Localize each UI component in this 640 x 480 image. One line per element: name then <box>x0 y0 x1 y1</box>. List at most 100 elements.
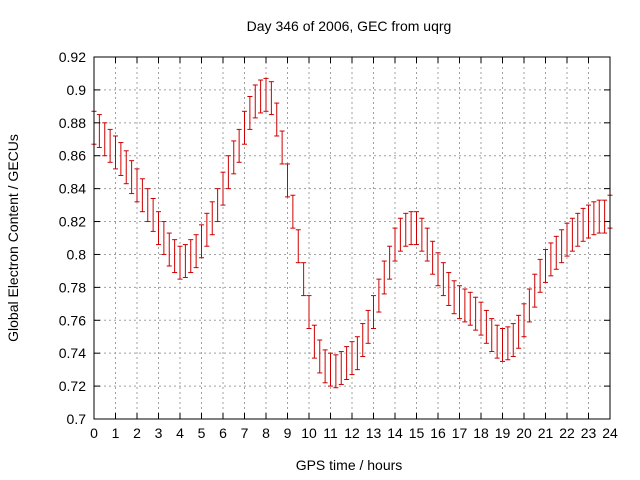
data-point <box>247 95 253 130</box>
y-tick-label: 0.78 <box>59 279 86 295</box>
data-point <box>494 324 500 359</box>
data-point <box>575 212 581 247</box>
y-tick-label: 0.76 <box>59 312 86 328</box>
data-point <box>435 252 441 287</box>
data-point <box>586 204 591 239</box>
data-point <box>354 336 360 371</box>
y-tick-label: 0.72 <box>59 378 86 394</box>
data-point <box>553 235 559 270</box>
x-tick-label: 15 <box>409 425 425 441</box>
data-point <box>252 84 258 119</box>
data-point <box>306 295 312 329</box>
data-point <box>193 234 199 269</box>
y-tick-label: 0.82 <box>59 214 86 230</box>
data-point <box>483 309 489 344</box>
data-point <box>317 339 323 374</box>
data-point <box>156 211 161 246</box>
data-point <box>569 217 575 252</box>
x-tick-label: 13 <box>366 425 382 441</box>
y-tick-label: 0.7 <box>67 411 87 427</box>
data-point <box>107 128 113 163</box>
data-point <box>500 328 505 362</box>
data-point <box>457 285 462 320</box>
x-tick-label: 4 <box>176 425 184 441</box>
data-point <box>548 242 554 277</box>
data-point <box>376 278 382 313</box>
data-point <box>311 324 317 359</box>
data-point <box>419 217 425 252</box>
x-tick-label: 6 <box>219 425 227 441</box>
data-point <box>478 301 484 336</box>
data-point <box>473 296 479 331</box>
y-tick-label: 0.92 <box>59 49 86 65</box>
data-point <box>102 122 108 157</box>
data-point <box>236 128 242 163</box>
data-point <box>150 198 156 232</box>
data-point <box>521 303 527 338</box>
data-point <box>279 130 285 165</box>
data-point <box>204 212 210 247</box>
data-point <box>225 155 231 190</box>
data-point <box>215 188 221 223</box>
data-point <box>414 211 419 246</box>
x-tick-label: 14 <box>387 425 403 441</box>
x-tick-label: 20 <box>516 425 532 441</box>
x-tick-label: 10 <box>301 425 317 441</box>
data-point <box>591 201 597 236</box>
data-point <box>145 188 151 223</box>
data-point <box>166 232 172 267</box>
data-point <box>526 288 532 323</box>
data-point <box>564 222 570 257</box>
data-point <box>371 295 376 329</box>
data-point <box>285 163 290 198</box>
data-point <box>440 262 446 297</box>
data-point <box>96 114 102 148</box>
data-point <box>392 227 398 262</box>
data-point <box>532 273 538 308</box>
data-points <box>91 77 613 389</box>
x-tick-label: 3 <box>155 425 163 441</box>
data-point <box>129 160 135 195</box>
data-point <box>274 102 280 137</box>
x-tick-label: 21 <box>538 425 554 441</box>
data-point <box>543 249 548 283</box>
data-point <box>338 351 344 385</box>
data-point <box>430 240 436 275</box>
x-tick-label: 16 <box>430 425 446 441</box>
x-tick-label: 24 <box>602 425 618 441</box>
x-tick-label: 17 <box>452 425 468 441</box>
data-point <box>387 245 393 280</box>
data-point <box>118 142 124 176</box>
data-point <box>365 309 371 344</box>
data-point <box>559 229 565 264</box>
data-point <box>139 178 145 213</box>
data-point <box>446 272 452 306</box>
data-point <box>113 135 118 170</box>
y-tick-label: 0.8 <box>67 246 87 262</box>
data-point <box>242 110 247 145</box>
data-point <box>596 199 602 234</box>
x-tick-label: 5 <box>198 425 206 441</box>
x-tick-label: 9 <box>284 425 292 441</box>
data-point <box>161 221 167 255</box>
data-point <box>537 258 543 293</box>
x-axis-label: GPS time / hours <box>296 457 403 473</box>
data-point <box>268 81 274 116</box>
data-point <box>505 326 511 361</box>
x-tick-label: 23 <box>581 425 597 441</box>
data-point <box>209 201 215 236</box>
y-tick-label: 0.9 <box>67 82 87 98</box>
data-point <box>467 291 473 326</box>
data-point <box>408 211 414 246</box>
y-tick-label: 0.74 <box>59 345 86 361</box>
x-tick-label: 22 <box>559 425 575 441</box>
data-point <box>172 239 178 274</box>
chart-title: Day 346 of 2006, GEC from uqrg <box>247 18 452 34</box>
data-point <box>462 288 468 323</box>
data-point <box>489 318 495 353</box>
data-point <box>333 354 339 389</box>
data-point <box>182 244 188 278</box>
data-point <box>263 77 269 112</box>
data-point <box>451 280 457 315</box>
x-tick-label: 2 <box>133 425 141 441</box>
